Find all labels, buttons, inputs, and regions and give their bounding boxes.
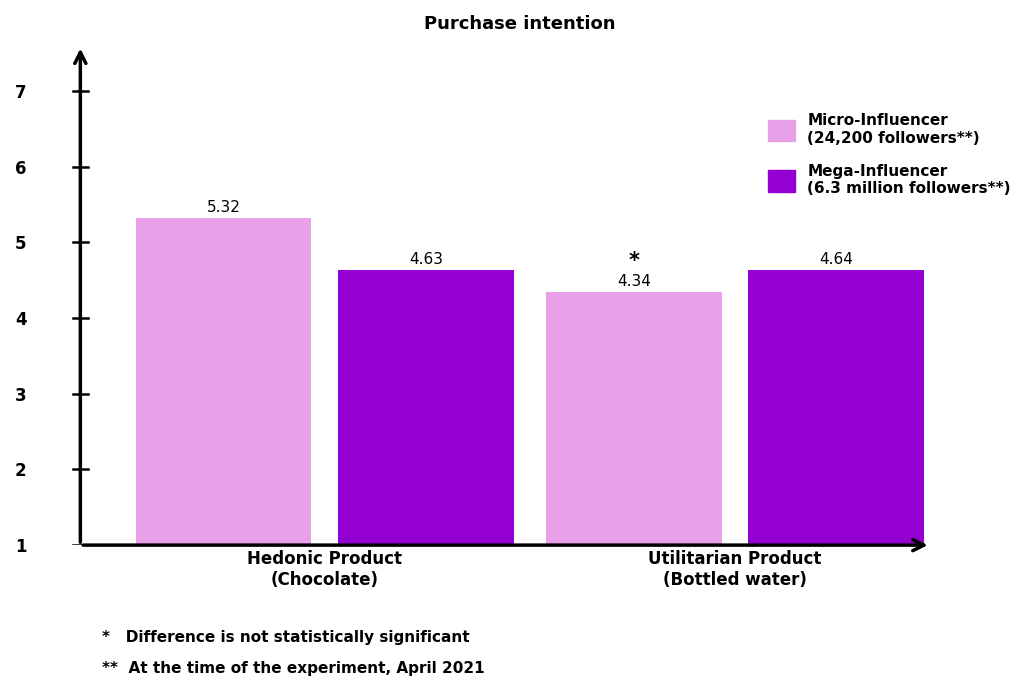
- Text: 4.64: 4.64: [819, 252, 853, 266]
- Title: Purchase intention: Purchase intention: [424, 15, 615, 33]
- Text: 4.63: 4.63: [409, 253, 442, 267]
- Bar: [338, 271, 514, 545]
- Text: **  At the time of the experiment, April 2021: ** At the time of the experiment, April …: [102, 661, 485, 676]
- Bar: [749, 270, 925, 545]
- Legend: Micro-Influencer
(24,200 followers**), Mega-Influencer
(6.3 million followers**): Micro-Influencer (24,200 followers**), M…: [768, 113, 1011, 196]
- Text: 4.34: 4.34: [617, 274, 651, 289]
- Bar: [135, 218, 311, 545]
- Text: 5.32: 5.32: [207, 200, 241, 215]
- Text: *   Difference is not statistically significant: * Difference is not statistically signif…: [102, 630, 470, 645]
- Text: *: *: [629, 251, 639, 271]
- Bar: [546, 292, 722, 545]
